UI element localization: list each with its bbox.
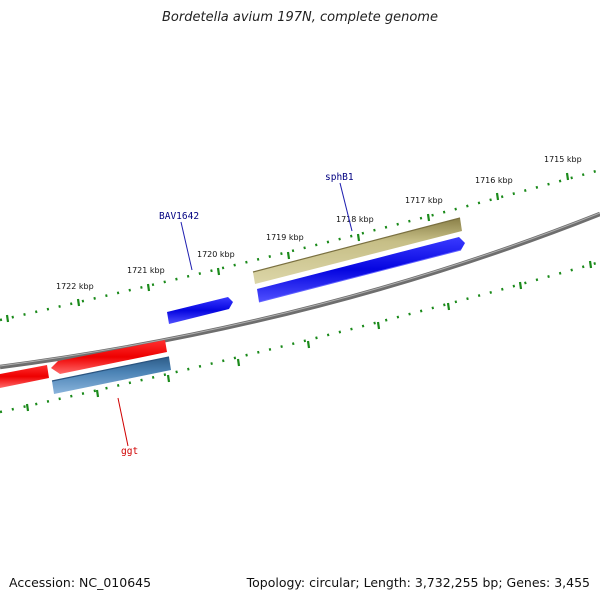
BAV1642-cds-arrow[interactable] [167,297,233,324]
tick-label: 1718 kbp [336,215,374,224]
ggt-feature[interactable] [51,356,171,394]
sphB1-gene-label-group[interactable]: sphB1 [325,172,354,232]
sphB1-leader-line [339,182,353,232]
tick-label: 1720 kbp [197,250,235,259]
ggt-gene-label-group[interactable]: ggt [117,397,138,457]
BAV1642-gene-label-group[interactable]: BAV1642 [159,211,199,271]
tick-label: 1721 kbp [127,266,165,275]
tick-label: 1716 kbp [475,176,513,185]
BAV1642-leader-line [180,221,193,271]
tick-label: 1719 kbp [266,233,304,242]
BAV1642-label: BAV1642 [159,211,199,222]
partial-red-cds[interactable] [0,365,49,388]
scale-tick-labels: 1715 kbp 1716 kbp 1717 kbp 1718 kbp 1719… [56,155,582,291]
map-title: Bordetella avium 197N, complete genome [162,10,438,25]
genome-backbone [0,211,600,370]
outer-major-ticks [5,172,570,323]
sphB1-feature[interactable] [252,217,462,284]
tick-label: 1717 kbp [405,196,443,205]
sphB1-label: sphB1 [325,172,354,183]
ggt-cds-arrow[interactable] [51,340,167,374]
accession-text: Accession: NC_010645 [9,575,152,590]
ggt-leader-line [117,397,129,447]
inner-major-ticks [25,260,593,412]
outer-scale-ruler [0,168,600,322]
sphB1-cds-arrow[interactable] [257,237,465,303]
ggt-label: ggt [121,446,138,457]
tick-label: 1715 kbp [544,155,582,164]
tick-label: 1722 kbp [56,282,94,291]
genome-summary-text: Topology: circular; Length: 3,732,255 bp… [246,575,590,590]
